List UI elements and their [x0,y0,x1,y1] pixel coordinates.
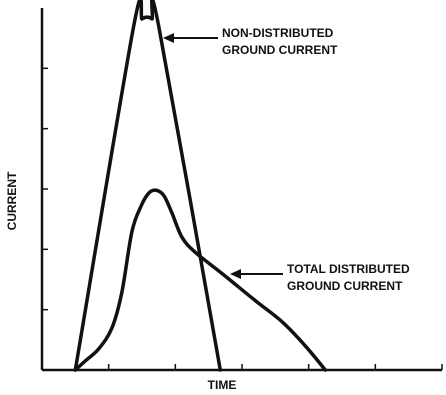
annotation-label: GROUND CURRENT [222,43,338,57]
arrow-head-icon [230,269,241,279]
annotation-label: TOTAL DISTRIBUTED [287,262,410,276]
y-axis-title: CURRENT [5,171,19,230]
annotations: NON-DISTRIBUTED GROUND CURRENT TOTAL DISTR… [163,26,410,293]
x-axis-title: TIME [208,378,237,392]
series-total-distributed-line [73,188,328,372]
annotation-label: NON-DISTRIBUTED [222,26,334,40]
annotation-label: GROUND CURRENT [287,279,403,293]
arrow-head-icon [163,33,174,43]
series [73,0,328,372]
axes [40,8,442,372]
series-non-distributed-line [73,0,223,372]
ticks [42,67,443,370]
